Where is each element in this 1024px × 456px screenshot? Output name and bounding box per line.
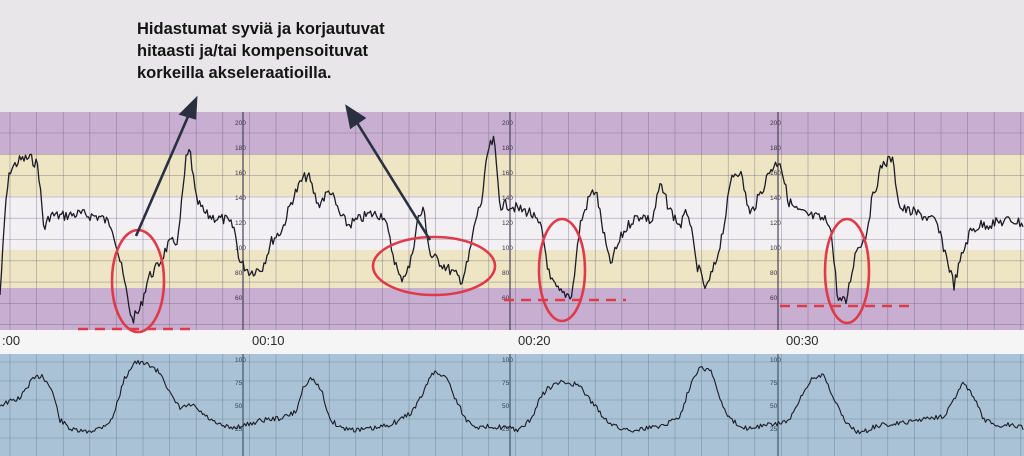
time-label-20: 00:20 <box>518 333 551 348</box>
toco-tick-label-0-0: 100 <box>235 357 246 364</box>
highlight-circle-3 <box>537 217 587 323</box>
fhr-tick-label-2-4: 120 <box>770 220 781 227</box>
toco-panel: 100 75 50 25 100 75 50 25 100 75 50 25 <box>0 354 1024 456</box>
fhr-tick-label-2-0: 200 <box>770 120 781 127</box>
toco-tick-label-1-0: 100 <box>502 357 513 364</box>
highlight-circle-2 <box>371 235 497 297</box>
time-label-10: 00:10 <box>252 333 285 348</box>
fhr-tick-label-0-2: 160 <box>235 170 246 177</box>
band-purple-bottom <box>0 288 1024 330</box>
fhr-tick-label-0-6: 80 <box>235 270 243 277</box>
fhr-tick-label-2-6: 80 <box>770 270 778 277</box>
annotation-line-3: korkeilla akseleraatioilla. <box>137 64 332 82</box>
fhr-tick-label-0-0: 200 <box>235 120 246 127</box>
fhr-tick-label-2-2: 160 <box>770 170 781 177</box>
fhr-tick-label-2-7: 60 <box>770 295 778 302</box>
fhr-scale: 200 180 160 140 120 100 80 60 200 180 160 140 120 100… <box>235 120 781 302</box>
toco-tick-label-1-3: 25 <box>502 426 510 433</box>
highlight-circle-4 <box>823 217 871 325</box>
annotation-line-2: hitaasti ja/tai kompensoituvat <box>137 42 369 60</box>
annotation-text: Hidastumat syviä ja korjautuvat hitaasti… <box>137 18 467 84</box>
arrow-1-shaft <box>134 111 192 237</box>
band-white-middle <box>0 196 1024 250</box>
toco-tick-label-2-1: 75 <box>770 380 778 387</box>
fhr-panel: 200 180 160 140 120 100 80 60 200 180 160 140 120 100… <box>0 112 1024 330</box>
fhr-tick-label-1-0: 200 <box>502 120 513 127</box>
fhr-tick-label-2-5: 100 <box>770 245 781 252</box>
fhr-tick-label-1-4: 120 <box>502 220 513 227</box>
toco-tick-label-0-2: 50 <box>235 403 243 410</box>
time-label-00: :00 <box>2 333 21 348</box>
arrow-1-head <box>178 95 198 120</box>
toco-tick-label-0-3: 25 <box>235 426 243 433</box>
fhr-tick-label-1-3: 140 <box>502 195 513 202</box>
fhr-tick-label-1-6: 80 <box>502 270 510 277</box>
toco-tick-label-2-3: 25 <box>770 426 778 433</box>
toco-tick-label-2-0: 100 <box>770 357 781 364</box>
time-label-30: 00:30 <box>786 333 819 348</box>
annotation-arrows <box>134 95 432 241</box>
toco-tick-label-2-2: 50 <box>770 403 778 410</box>
toco-trace <box>0 359 1024 435</box>
fhr-tick-label-0-5: 100 <box>235 245 246 252</box>
toco-grid <box>0 354 1024 456</box>
annotation-line-1: Hidastumat syviä ja korjautuvat <box>137 20 385 38</box>
fhr-tick-label-0-4: 120 <box>235 220 246 227</box>
fhr-tick-label-1-5: 100 <box>502 245 513 252</box>
arrow-2-shaft <box>354 120 432 241</box>
fhr-tick-label-0-7: 60 <box>235 295 243 302</box>
toco-tick-label-1-1: 75 <box>502 380 510 387</box>
toco-background <box>0 354 1024 456</box>
time-strip <box>0 330 1024 354</box>
fhr-tick-label-2-3: 140 <box>770 195 781 202</box>
toco-tick-label-0-1: 75 <box>235 380 243 387</box>
toco-scale: 100 75 50 25 100 75 50 25 100 75 50 25 <box>235 357 781 433</box>
band-yellow-top <box>0 154 1024 196</box>
top-paper <box>0 0 1024 112</box>
fhr-tick-label-1-7: 60 <box>502 295 510 302</box>
fhr-tick-label-0-1: 180 <box>235 145 246 152</box>
fhr-tick-label-0-3: 140 <box>235 195 246 202</box>
toco-tick-label-1-2: 50 <box>502 403 510 410</box>
fhr-tick-label-1-1: 180 <box>502 145 513 152</box>
fhr-tick-label-1-2: 160 <box>502 170 513 177</box>
arrow-2-head <box>345 104 367 130</box>
fhr-trace <box>0 135 1024 324</box>
fhr-tick-label-2-1: 180 <box>770 145 781 152</box>
